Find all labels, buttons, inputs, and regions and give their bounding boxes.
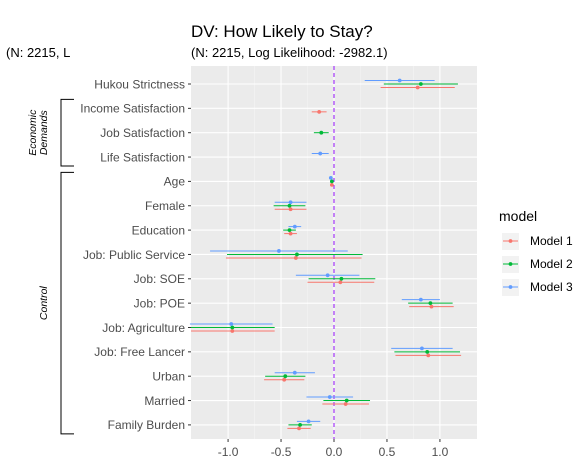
x-tick-label: -0.5 bbox=[271, 445, 292, 459]
legend-item-model-2: Model 2 bbox=[502, 256, 573, 273]
estimate-point bbox=[297, 426, 301, 431]
estimate-point bbox=[426, 353, 431, 358]
estimate-point bbox=[343, 402, 348, 406]
estimate-point bbox=[418, 82, 423, 86]
y-tick-label: Married bbox=[144, 394, 185, 408]
legend-key-point bbox=[508, 239, 513, 243]
y-tick-label: Female bbox=[145, 199, 185, 213]
estimate-point bbox=[327, 395, 332, 399]
legend-label: Model 1 bbox=[530, 234, 573, 248]
group-label: Control bbox=[38, 286, 50, 321]
group-bracket-control: Control bbox=[38, 171, 74, 435]
estimate-point bbox=[338, 280, 343, 285]
estimate-point bbox=[420, 346, 424, 351]
y-tick-label: Education bbox=[132, 223, 185, 237]
x-tick-label: 0.5 bbox=[379, 445, 396, 459]
group-brackets: Economic Demands Control bbox=[27, 98, 74, 435]
y-axis: Hukou Strictness Income Satisfaction Job S… bbox=[80, 77, 191, 432]
estimate-point bbox=[429, 304, 434, 309]
estimate-point bbox=[282, 377, 287, 382]
estimate-point bbox=[230, 329, 235, 333]
estimate-point bbox=[287, 228, 292, 233]
bracket-line bbox=[60, 98, 74, 167]
y-tick-label: Urban bbox=[152, 370, 185, 384]
legend-items: Model 1 Model 2 Model 3 bbox=[502, 233, 573, 296]
y-tick-label: Hukou Strictness bbox=[94, 77, 185, 91]
estimate-point bbox=[318, 151, 323, 156]
y-tick-label: Job: POE bbox=[134, 296, 185, 310]
estimate-point bbox=[292, 224, 297, 229]
group-bracket-economic: Economic Demands bbox=[27, 98, 74, 167]
group-label: Demands bbox=[38, 109, 50, 155]
legend-item-model-3: Model 3 bbox=[502, 279, 573, 296]
bracket-line bbox=[60, 171, 74, 435]
estimate-point bbox=[328, 176, 333, 180]
estimate-point bbox=[344, 398, 349, 403]
series-model-1 bbox=[191, 85, 462, 431]
y-tick-label: Job: SOE bbox=[134, 272, 185, 286]
y-tick-label: Job Satisfaction bbox=[100, 126, 185, 140]
estimate-point bbox=[229, 322, 234, 326]
chart-subtitle: (N: 2215, Log Likelihood: -2982.1) bbox=[191, 45, 388, 60]
y-tick-label: Age bbox=[164, 175, 186, 189]
y-tick-label: Job: Free Lancer bbox=[94, 345, 185, 359]
y-tick-label: Job: Agriculture bbox=[102, 321, 185, 335]
estimate-point bbox=[425, 349, 430, 354]
estimate-point bbox=[397, 78, 402, 83]
x-tick-label: -1.0 bbox=[218, 445, 239, 459]
x-tick-label: 0.0 bbox=[326, 445, 343, 459]
series-marks bbox=[189, 78, 462, 431]
legend: model Model 1 Model 2 Model 3 bbox=[499, 208, 573, 296]
estimate-point bbox=[292, 370, 297, 375]
estimate-point bbox=[415, 85, 420, 90]
estimate-point bbox=[428, 301, 433, 306]
estimate-point bbox=[277, 249, 281, 253]
estimate-point bbox=[319, 130, 324, 135]
estimate-point bbox=[288, 207, 293, 212]
estimate-point bbox=[288, 231, 293, 236]
estimate-point bbox=[329, 179, 334, 184]
group-label: Economic bbox=[27, 109, 39, 156]
estimate-point bbox=[325, 273, 330, 278]
clipped-subtitle: (N: 2215, L bbox=[6, 45, 70, 60]
estimate-point bbox=[283, 374, 288, 379]
estimate-point bbox=[298, 423, 303, 427]
legend-title: model bbox=[499, 208, 537, 224]
x-tick-label: 1.0 bbox=[432, 445, 449, 459]
estimate-point bbox=[295, 252, 299, 257]
estimate-point bbox=[288, 200, 293, 205]
y-tick-label: Family Burden bbox=[108, 418, 185, 432]
legend-label: Model 2 bbox=[530, 257, 573, 271]
estimate-point bbox=[287, 203, 292, 208]
legend-key-point bbox=[508, 262, 513, 266]
legend-key-point bbox=[508, 285, 513, 289]
estimate-point bbox=[293, 256, 298, 260]
y-tick-label: Life Satisfaction bbox=[100, 150, 185, 164]
series-model-2 bbox=[191, 82, 461, 427]
estimate-point bbox=[230, 325, 235, 330]
estimate-point bbox=[418, 297, 423, 302]
estimate-point bbox=[329, 183, 334, 187]
legend-item-model-1: Model 1 bbox=[502, 233, 573, 250]
chart-title: DV: How Likely to Stay? bbox=[191, 22, 373, 41]
series-model-3 bbox=[189, 78, 453, 424]
y-tick-label: Job: Public Service bbox=[83, 248, 185, 262]
estimate-point bbox=[306, 419, 311, 424]
y-tick-label: Income Satisfaction bbox=[80, 102, 185, 116]
x-axis: -1.0 -0.5 0.0 0.5 1.0 bbox=[218, 439, 449, 459]
estimate-point bbox=[339, 276, 344, 281]
legend-label: Model 3 bbox=[530, 280, 573, 294]
estimate-point bbox=[317, 109, 322, 114]
